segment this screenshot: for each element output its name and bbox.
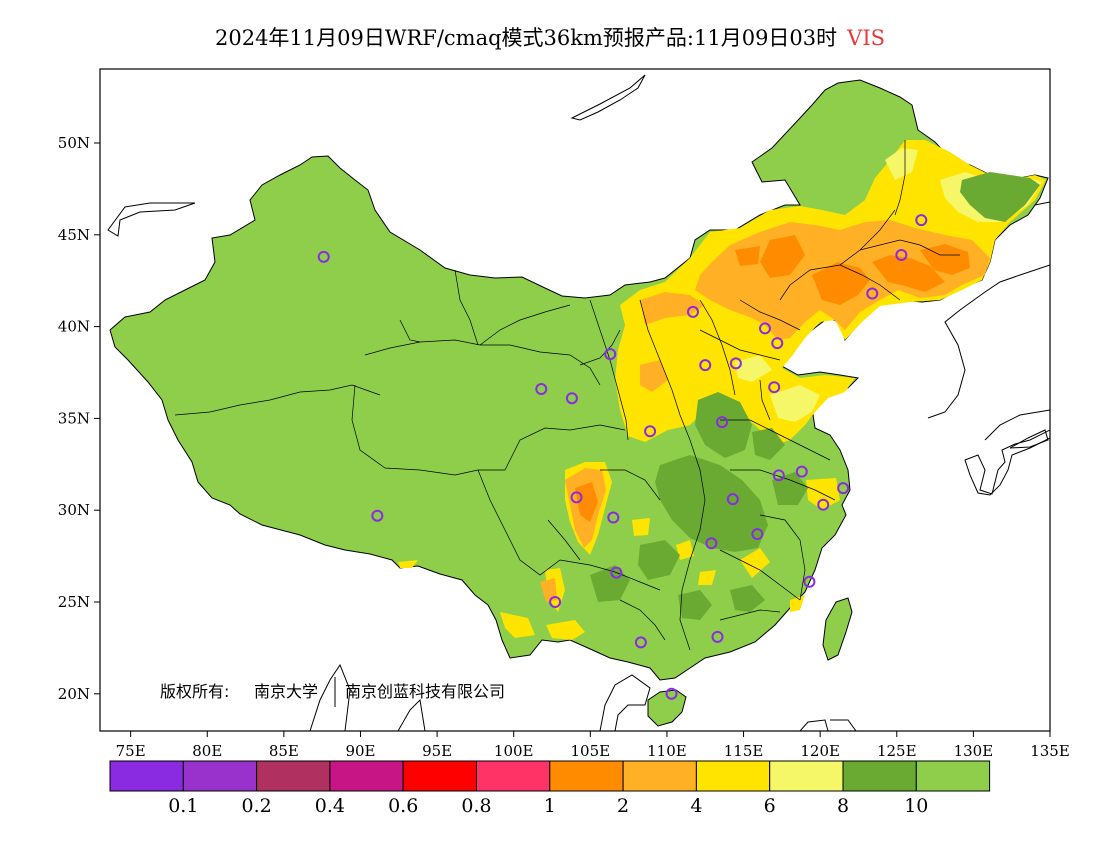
title-variable: VIS [847, 26, 886, 50]
station-haikou [665, 687, 678, 700]
lon-tick-label: 85E [269, 742, 299, 760]
station-harbin [915, 214, 928, 227]
lon-tick-label: 110E [647, 742, 687, 760]
colorbar-label: 0.8 [461, 795, 491, 817]
map-frame [99, 68, 1051, 732]
lat-tick-label: 40N [58, 318, 90, 336]
vis-zone-8-10 [590, 172, 1040, 620]
station-nanning [634, 636, 647, 649]
lon-tick-label: 120E [800, 742, 840, 760]
colorbar-swatch [622, 760, 697, 792]
colorbar-label: 0.4 [315, 795, 345, 817]
lon-tick-label: 95E [422, 742, 452, 760]
lon-tick-label: 115E [724, 742, 764, 760]
lon-tick-label: 80E [192, 742, 222, 760]
lat-tick-label: 50N [58, 134, 90, 152]
colorbar-swatch [402, 760, 478, 792]
station-shanghai [837, 482, 850, 495]
lon-tick-label: 75E [116, 742, 146, 760]
station-guiyang [610, 566, 623, 579]
title-main: 2024年11月09日WRF/cmaq模式36km预报产品:11月09日03时 [214, 26, 838, 50]
vis-zone-1-2 [575, 235, 970, 522]
lat-tick-label: 45N [58, 226, 90, 244]
colorbar-swatch [182, 760, 258, 792]
station-nanchang [751, 528, 764, 541]
station-taiyuan [699, 359, 712, 372]
station-kunming [549, 596, 562, 608]
station-jinan [768, 381, 781, 394]
colorbar-swatch [842, 760, 917, 792]
station-hangzhou [817, 498, 830, 511]
station-changchun [895, 248, 908, 261]
colorbar-label: 4 [690, 795, 702, 817]
colorbar-swatch [695, 760, 771, 792]
map-title: 2024年11月09日WRF/cmaq模式36km预报产品:11月09日03时 V… [0, 22, 1100, 52]
map-area [107, 74, 1050, 731]
lat-tick-label: 20N [58, 685, 90, 703]
station-lhasa [371, 509, 384, 522]
station-chongqing [607, 511, 620, 524]
colorbar-label: 8 [837, 795, 849, 817]
lon-tick-label: 135E [1030, 742, 1070, 760]
hainan-island [647, 689, 687, 727]
colorbar-label: 0.2 [241, 795, 271, 817]
station-beijing [759, 322, 771, 335]
lon-tick-label: 90E [345, 742, 375, 760]
copyright-owner-label: 版权所有: [160, 682, 229, 701]
lat-tick-label: 25N [58, 593, 90, 611]
colorbar-swatch [549, 760, 624, 792]
station-lanzhou [565, 392, 578, 405]
colorbar-label: 10 [904, 795, 928, 817]
colorbar-label: 1 [544, 795, 556, 817]
station-markers [317, 214, 928, 700]
lat-tick-label: 30N [58, 501, 90, 519]
colorbar-label: 0.6 [388, 795, 418, 817]
station-hohhot [686, 305, 699, 318]
station-tianjin [771, 337, 784, 350]
station-guangzhou [711, 630, 724, 643]
station-wuhan [726, 493, 739, 506]
colorbar: 0.1 0.2 0.4 0.6 0.8 1 2 4 6 8 10 [109, 760, 991, 817]
station-urumqi [317, 250, 330, 263]
station-xining [535, 383, 548, 396]
lon-tick-label: 100E [494, 742, 534, 760]
station-changsha [705, 537, 718, 550]
lon-tick-label: 125E [877, 742, 917, 760]
lat-tick-label: 35N [58, 409, 90, 427]
station-shijiazhuang [729, 357, 742, 370]
station-yinchuan [604, 348, 617, 361]
colorbar-label: 0.1 [168, 795, 198, 817]
colorbar-swatch [769, 760, 844, 792]
axis-ticks: 50N 45N 40N 35N 30N 25N 20N 75E 80E 85E 90E 95E 100E… [58, 134, 1070, 760]
copyright-org1: 南京大学 [254, 682, 318, 701]
station-chengdu [570, 491, 583, 504]
province-borders [174, 140, 960, 651]
lon-tick-label: 130E [954, 742, 994, 760]
colorbar-swatch [109, 760, 184, 792]
station-zhengzhou [716, 416, 729, 429]
colorbar-swatch [915, 760, 991, 792]
lon-tick-label: 105E [571, 742, 611, 760]
station-shenyang [866, 287, 879, 300]
colorbar-label: 2 [617, 795, 629, 817]
colorbar-label: 6 [764, 795, 776, 817]
station-hefei [772, 469, 785, 482]
colorbar-swatch [476, 760, 551, 792]
copyright-org2: 南京创蓝科技有限公司 [345, 682, 505, 701]
colorbar-swatch [256, 760, 331, 792]
taiwan-island [822, 597, 853, 661]
station-fuzhou [803, 575, 816, 588]
colorbar-swatch [329, 760, 404, 792]
copyright-block: 版权所有: 南京大学 南京创蓝科技有限公司 [160, 677, 505, 707]
station-nanjing [795, 465, 808, 478]
station-xian [644, 425, 657, 438]
